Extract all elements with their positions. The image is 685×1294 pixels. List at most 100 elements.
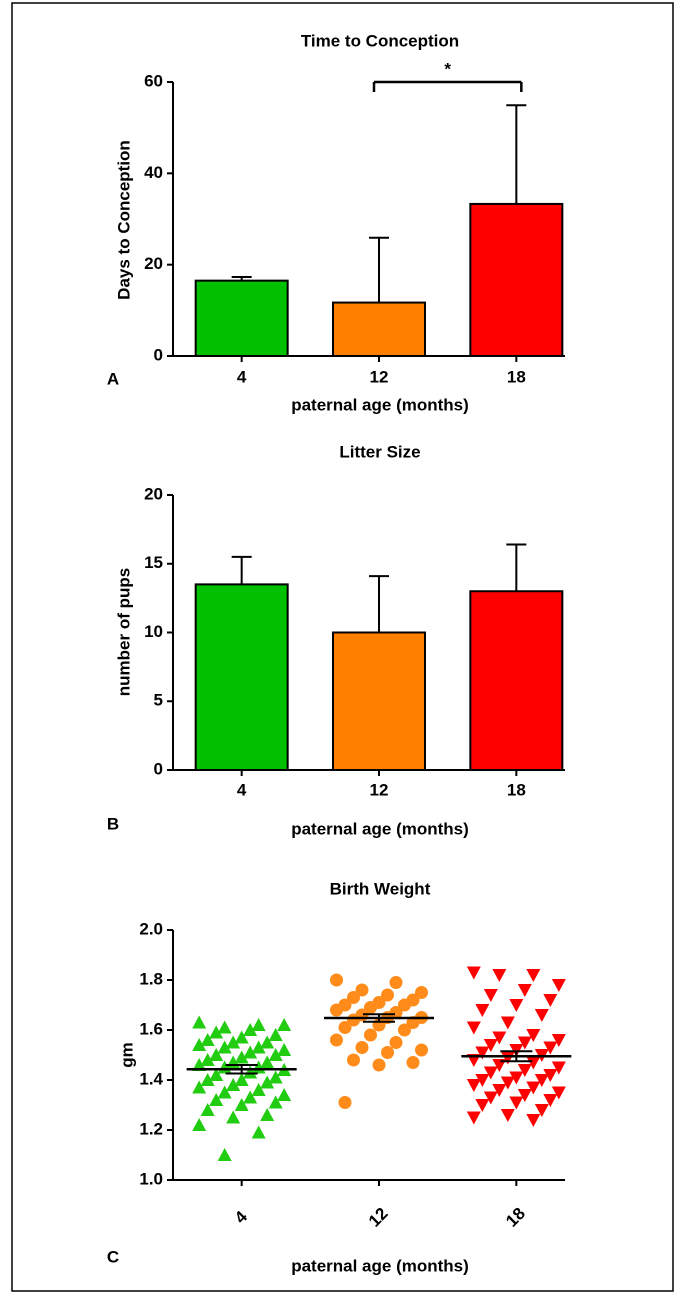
point [251,1018,266,1031]
point [355,983,369,997]
point [226,1035,241,1049]
point [483,1039,498,1052]
point [517,1089,532,1102]
panel-label: C [107,1247,119,1266]
chart-title: Birth Weight [330,879,431,898]
point [534,1104,549,1117]
point [492,1084,507,1097]
point [217,1020,232,1034]
point [338,1096,352,1109]
point [217,1040,232,1054]
point [192,1038,207,1051]
point [500,1051,515,1065]
point [338,1021,352,1034]
y-tick-label: 1.2 [139,1119,163,1138]
point [243,1065,258,1079]
point [330,1003,343,1017]
point [509,999,524,1012]
bar [332,301,426,358]
x-tick-label: 4 [237,780,247,799]
point [260,1055,275,1069]
point [475,1074,490,1087]
x-tick-label: 18 [507,367,526,386]
bar [194,583,289,771]
point [243,1045,258,1059]
point [217,1148,232,1161]
point [330,1033,343,1047]
point [243,1090,258,1104]
point [226,1078,241,1091]
point [526,1056,541,1070]
bar [332,631,426,771]
y-tick-label: 60 [144,71,163,90]
y-tick-label: 15 [144,553,163,572]
point [251,1040,266,1054]
point [534,1009,549,1022]
y-tick-label: 1.0 [139,1169,163,1188]
point [209,1048,224,1061]
x-tick-label: 4 [231,1207,252,1228]
point [192,1118,207,1131]
point [192,1080,207,1094]
point [406,1056,420,1069]
point [260,1035,275,1049]
y-axis-label: Days to Conception [114,140,133,300]
point [268,1028,283,1041]
x-tick-label: 12 [370,367,389,386]
point [543,1094,558,1107]
point [534,1074,549,1087]
point [398,998,411,1012]
point [389,1036,403,1049]
point [475,1004,490,1017]
bar [469,590,564,771]
point [251,1083,266,1096]
point [526,1114,541,1127]
x-tick-label: 12 [365,1204,392,1231]
point [200,1073,215,1086]
point [209,1068,224,1081]
point [517,1036,532,1050]
point [234,1050,249,1064]
point [192,1058,207,1071]
point [330,973,343,987]
x-axis-label: paternal age (months) [291,395,469,414]
point [526,1029,541,1042]
point [543,994,558,1007]
bar [194,279,289,357]
point [200,1053,215,1066]
point [500,1076,515,1090]
y-axis-label: gm [117,1042,136,1068]
point [251,1125,266,1139]
point [355,1041,369,1054]
y-tick-label: 1.8 [139,969,163,988]
y-tick-label: 5 [154,691,163,710]
point [415,986,428,999]
point [277,1018,292,1031]
point [234,1073,249,1086]
point [551,1086,566,1100]
point [209,1025,224,1039]
point [347,991,360,1004]
point [526,969,541,982]
point [234,1098,249,1111]
point [551,979,566,992]
point [475,1099,490,1112]
point [509,1071,524,1085]
point [260,1075,275,1089]
point [234,1030,249,1044]
point [192,1015,207,1029]
point [381,988,394,1002]
y-tick-label: 20 [144,484,163,503]
x-tick-label: 18 [502,1204,529,1231]
point [551,1061,566,1075]
point [500,1109,515,1122]
point [268,1070,283,1084]
point [381,1046,394,1059]
point [217,1085,232,1099]
y-tick-label: 0 [154,759,163,778]
y-tick-label: 10 [144,622,163,641]
panel-label: B [107,814,119,833]
point [364,1001,377,1014]
y-tick-label: 1.6 [139,1019,163,1038]
